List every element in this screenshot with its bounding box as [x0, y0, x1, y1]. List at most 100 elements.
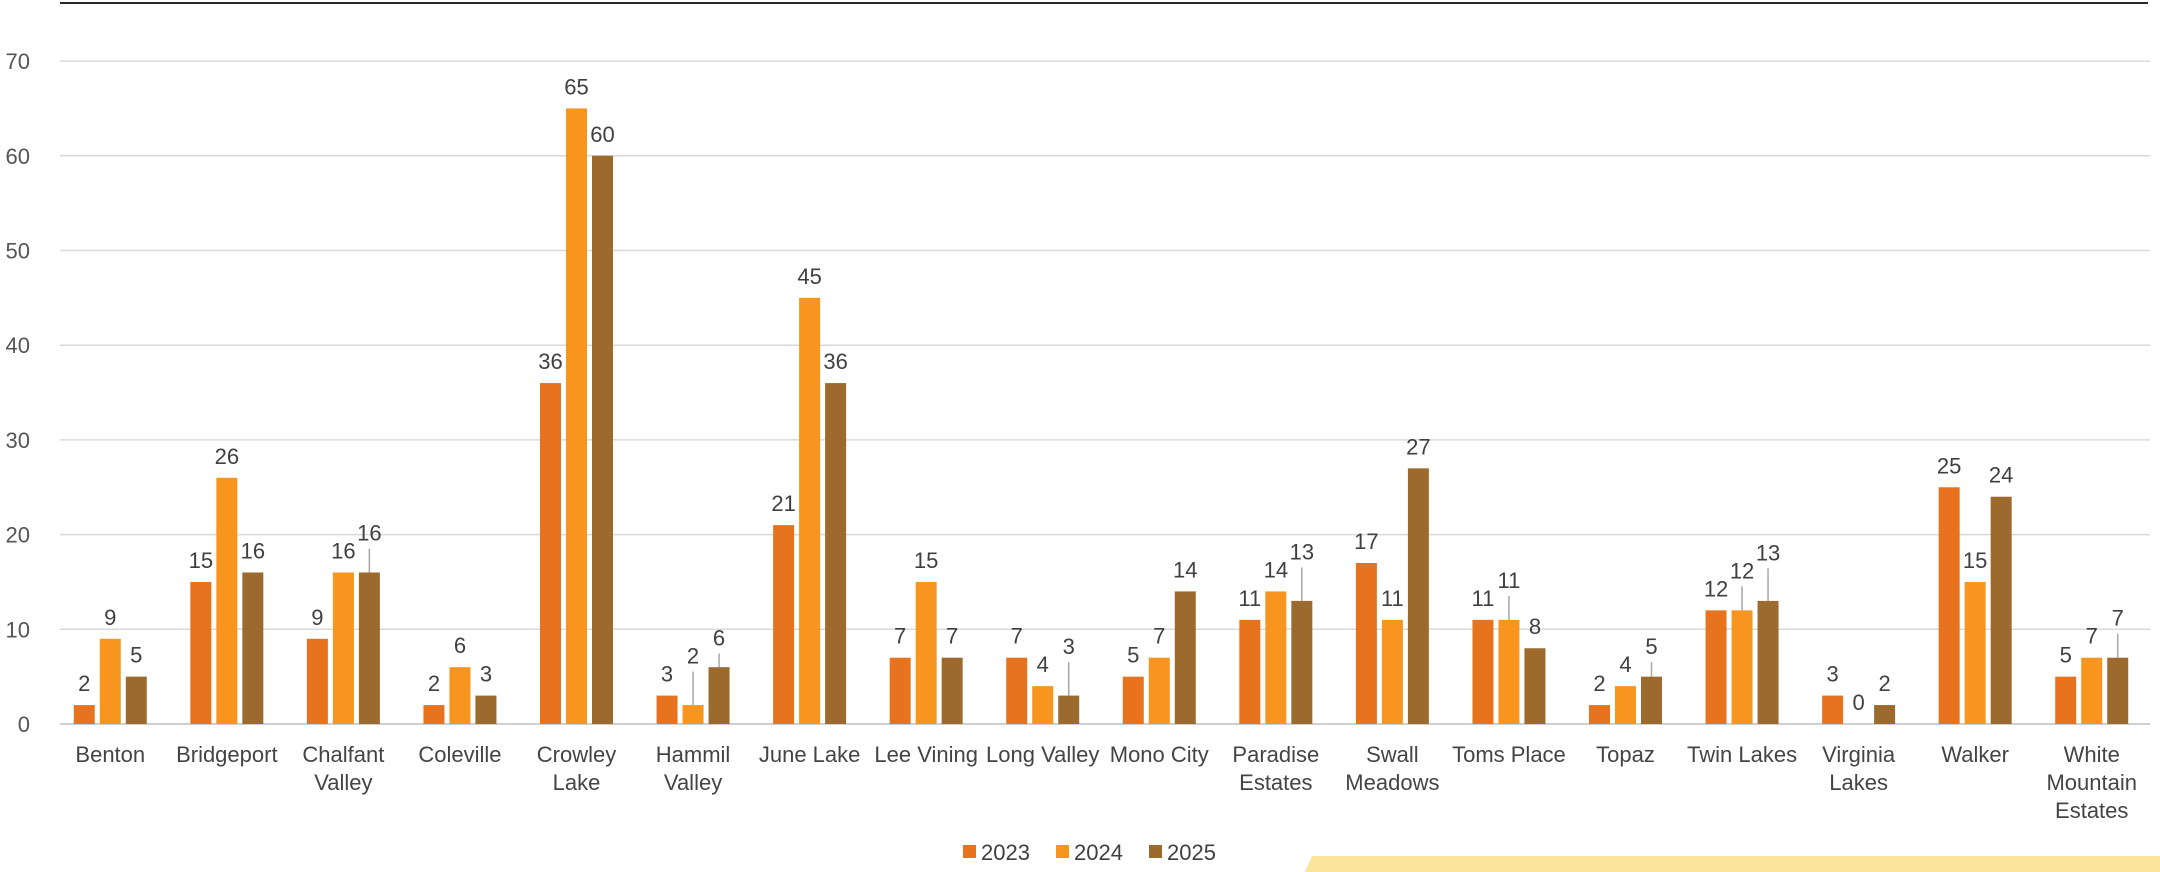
data-label: 6: [713, 626, 725, 651]
category-label: Crowley Lake: [537, 742, 616, 795]
data-label: 12: [1730, 558, 1754, 583]
category-label: White Mountain Estates: [2046, 742, 2137, 823]
data-label: 11: [1381, 586, 1404, 611]
category-label-line: Topaz: [1596, 742, 1655, 767]
data-label: 14: [1173, 557, 1197, 582]
data-label: 7: [1011, 624, 1023, 649]
category-label-line: Lakes: [1829, 770, 1888, 795]
data-label: 9: [104, 605, 116, 630]
data-label: 17: [1354, 529, 1378, 554]
category-label-line: Bridgeport: [176, 742, 278, 767]
category-label-line: White: [2064, 742, 2120, 767]
data-label: 2: [1593, 671, 1605, 696]
category-label: Benton: [75, 742, 145, 767]
bar: [1239, 619, 1261, 724]
bar: [656, 695, 678, 724]
data-label: 13: [1756, 540, 1780, 565]
bar: [1174, 591, 1196, 724]
data-label: 15: [1963, 548, 1987, 573]
data-label: 12: [1704, 576, 1728, 601]
category-label-line: Meadows: [1345, 770, 1439, 795]
legend: 2023 2024 2025: [963, 840, 1216, 865]
gridlines: [60, 60, 2150, 725]
data-label: 27: [1406, 434, 1430, 459]
bar: [1641, 676, 1662, 724]
data-label: 2: [428, 671, 440, 696]
y-tick-label: 10: [6, 617, 30, 642]
y-axis-ticks: 0 10 20 30 40 50 60 70: [6, 49, 30, 737]
data-label: 11: [1238, 586, 1261, 611]
category-label-line: Long Valley: [986, 742, 1099, 767]
bar: [125, 676, 147, 724]
data-label: 13: [1290, 539, 1314, 564]
category-label: June Lake: [759, 742, 861, 767]
data-label: 3: [1063, 634, 1075, 659]
category-label: Bridgeport: [176, 742, 278, 767]
bar: [216, 477, 238, 724]
data-label: 7: [2112, 606, 2124, 631]
data-label: 7: [946, 624, 958, 649]
data-label: 11: [1498, 568, 1521, 593]
category-label-line: Lee Vining: [874, 742, 978, 767]
bar: [682, 705, 704, 724]
bar: [540, 383, 561, 724]
data-label: 4: [1619, 652, 1631, 677]
bar: [1757, 600, 1779, 724]
bar: [242, 572, 264, 724]
y-tick-label: 30: [6, 428, 30, 453]
legend-swatch: [1056, 845, 1069, 858]
bar: [566, 108, 587, 724]
category-label: Long Valley: [986, 742, 1099, 767]
data-label: 3: [1826, 662, 1838, 687]
bar: [1705, 610, 1727, 724]
data-label: 14: [1264, 557, 1288, 582]
bar: [1964, 581, 1986, 724]
data-label: 15: [189, 548, 213, 573]
data-label: 16: [357, 520, 381, 545]
bar: [73, 705, 95, 724]
category-label: Topaz: [1596, 742, 1655, 767]
data-label: 24: [1989, 463, 2013, 488]
bar: [2055, 676, 2077, 724]
bar: [1498, 619, 1520, 724]
y-tick-label: 60: [6, 144, 30, 169]
bar: [889, 657, 911, 724]
bar: [1148, 657, 1170, 724]
legend-swatch: [1149, 845, 1162, 858]
data-label: 5: [1127, 643, 1139, 668]
category-label: Paradise Estates: [1232, 742, 1319, 795]
category-label-line: Mono City: [1110, 742, 1209, 767]
category-label-line: Twin Lakes: [1687, 742, 1797, 767]
bar: [1589, 705, 1610, 724]
data-label: 36: [538, 349, 562, 374]
data-label: 16: [331, 538, 355, 563]
data-label: 7: [2086, 624, 2098, 649]
bar: [1407, 468, 1429, 724]
category-label-line: Coleville: [418, 742, 501, 767]
data-label: 11: [1472, 586, 1495, 611]
legend-label: 2024: [1074, 840, 1123, 865]
data-label: 25: [1937, 453, 1961, 478]
bar: [1472, 619, 1494, 724]
bars: [73, 108, 2129, 725]
data-label: 7: [1153, 624, 1165, 649]
data-label: 7: [894, 624, 906, 649]
bar: [1032, 686, 1054, 724]
bar: [915, 581, 937, 724]
data-label: 45: [797, 264, 821, 289]
bar: [306, 638, 328, 724]
bar: [1874, 705, 1896, 724]
category-label: Coleville: [418, 742, 501, 767]
data-label: 21: [771, 491, 795, 516]
bar: [773, 525, 795, 724]
bar: [423, 705, 445, 724]
data-label: 5: [2060, 643, 2072, 668]
bar: [1058, 695, 1080, 724]
category-label: Virginia Lakes: [1822, 742, 1896, 795]
data-label: 3: [661, 662, 673, 687]
category-label-line: Chalfant: [302, 742, 384, 767]
category-label: Mono City: [1110, 742, 1209, 767]
data-label: 9: [311, 605, 323, 630]
category-label-line: Valley: [314, 770, 372, 795]
bar: [1731, 610, 1753, 724]
